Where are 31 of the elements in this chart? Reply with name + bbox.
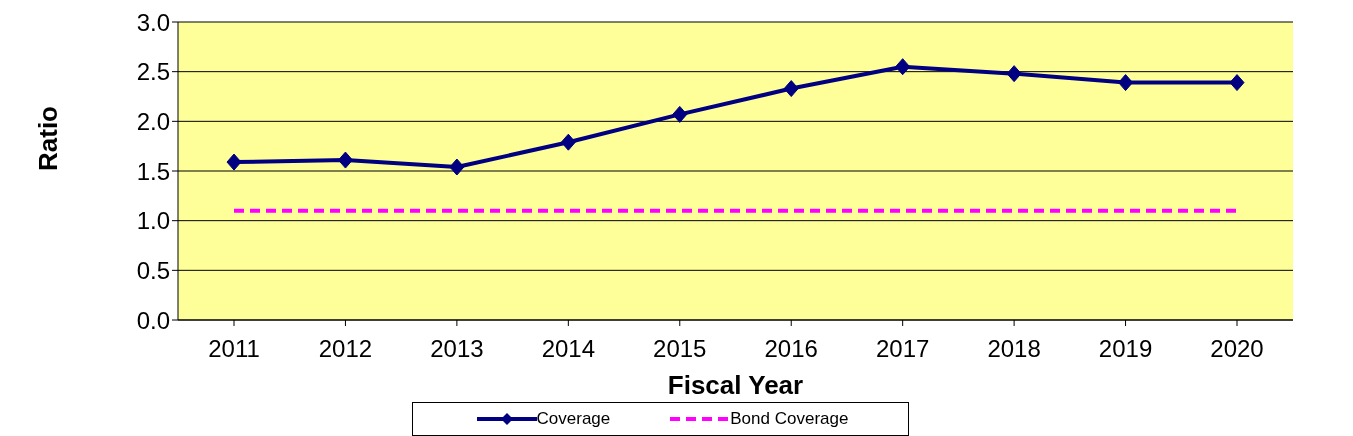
x-tick-label: 2012 xyxy=(318,335,373,363)
x-tick-label: 2016 xyxy=(764,335,818,363)
x-tick-label: 2020 xyxy=(1210,335,1264,363)
point xyxy=(337,151,353,169)
x-tick-label: 2011 xyxy=(208,335,260,363)
y-tick-label: 0.5 xyxy=(136,256,170,284)
x-tick-label: 2017 xyxy=(875,335,930,363)
y-tick-label: 2.0 xyxy=(136,107,170,135)
legend-label: Coverage xyxy=(536,409,611,429)
y-axis-title: Ratio xyxy=(33,106,64,171)
y-tick-label: 2.5 xyxy=(136,58,170,86)
point xyxy=(672,105,688,123)
point xyxy=(1118,74,1134,92)
point xyxy=(449,158,465,176)
x-tick-label: 2015 xyxy=(653,335,707,363)
y-tick-label: 1.5 xyxy=(136,157,170,185)
y-tick-label: 3.0 xyxy=(136,8,170,36)
x-tick-label: 2018 xyxy=(987,335,1041,363)
x-tick-label: 2014 xyxy=(541,335,596,363)
point xyxy=(226,153,242,171)
x-axis-title: Fiscal Year xyxy=(667,370,804,400)
x-tick-label: 2013 xyxy=(430,335,484,363)
point xyxy=(895,58,911,76)
x-tick-label: 2019 xyxy=(1098,335,1153,363)
point xyxy=(560,133,576,151)
point xyxy=(783,80,799,98)
point xyxy=(1229,74,1245,92)
y-tick-label: 1.0 xyxy=(136,207,170,235)
legend-label: Bond Coverage xyxy=(730,409,849,429)
point xyxy=(1006,65,1022,83)
y-tick-label: 0.0 xyxy=(136,306,170,334)
